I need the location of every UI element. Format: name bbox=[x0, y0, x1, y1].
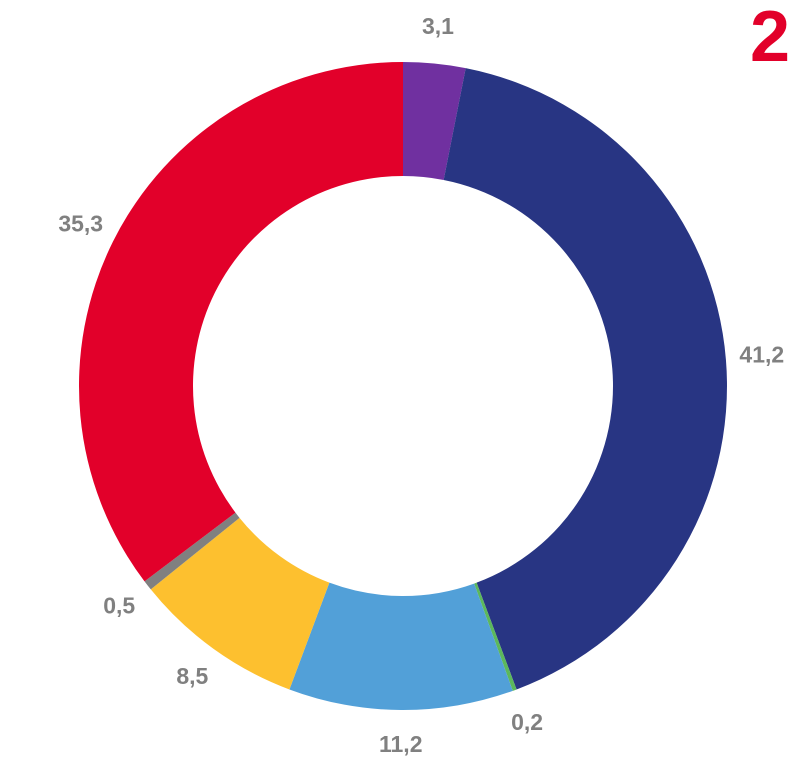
data-label: 3,1 bbox=[422, 13, 454, 39]
donut-slice bbox=[150, 517, 330, 690]
donut-slice bbox=[78, 62, 403, 582]
data-label: 35,3 bbox=[58, 211, 103, 237]
data-label: 0,2 bbox=[511, 709, 543, 735]
data-label: 11,2 bbox=[379, 731, 423, 757]
data-label: 41,2 bbox=[739, 342, 784, 368]
donut-slice bbox=[474, 582, 517, 691]
data-label: 0,5 bbox=[103, 593, 135, 619]
donut-slice bbox=[144, 512, 240, 590]
donut-slice bbox=[443, 68, 727, 690]
data-label: 8,5 bbox=[176, 663, 208, 689]
donut-slice bbox=[403, 62, 466, 180]
annotation: 2 bbox=[750, 0, 790, 77]
donut-slice bbox=[289, 582, 513, 711]
